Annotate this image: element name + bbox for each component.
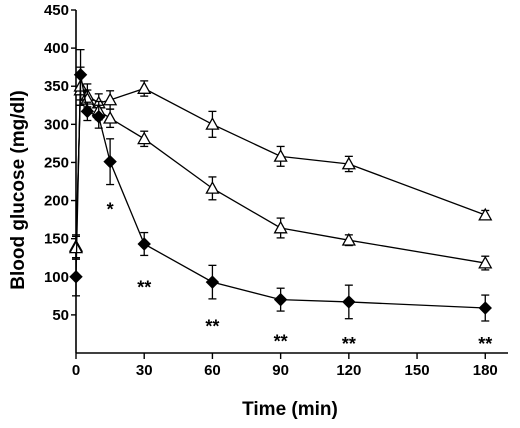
- data-point-triangle: [205, 116, 220, 130]
- significance-marker: **: [274, 332, 288, 352]
- data-point-diamond: [73, 68, 88, 82]
- data-point-diamond: [273, 292, 288, 307]
- y-tick-label: 350: [44, 78, 69, 95]
- y-tick-label: 100: [44, 269, 69, 286]
- data-point-diamond: [103, 154, 117, 169]
- data-point-diamond: [478, 301, 492, 315]
- x-tick-label: 30: [136, 362, 153, 379]
- significance-marker: *: [107, 200, 114, 220]
- data-point-triangle: [137, 131, 152, 145]
- x-tick-label: 90: [272, 362, 289, 379]
- significance-marker: **: [137, 277, 151, 297]
- series-line: [75, 74, 486, 309]
- axes: 50 100 150 200 250 300 350 400 450 0 30 60 90 120 150 1…: [44, 2, 508, 379]
- y-tick-label: 450: [44, 2, 69, 19]
- y-tick-label: 200: [44, 193, 69, 210]
- y-tick-label: 300: [44, 116, 69, 133]
- significance-marker: **: [342, 334, 356, 354]
- data-point-triangle: [341, 156, 356, 170]
- data-point-triangle: [103, 110, 118, 124]
- series-2: [68, 66, 493, 271]
- x-tick-label: 120: [336, 362, 361, 379]
- data-point-diamond: [69, 270, 83, 284]
- y-tick-label: 150: [44, 231, 69, 248]
- data-point-diamond: [205, 275, 220, 289]
- data-point-triangle: [273, 149, 288, 162]
- series-layer: [68, 48, 493, 322]
- data-point-diamond: [137, 237, 151, 251]
- data-point-triangle: [103, 92, 118, 106]
- series-3: [69, 48, 492, 322]
- data-point-diamond: [92, 110, 106, 124]
- data-point-triangle: [341, 232, 356, 246]
- data-point-triangle: [478, 255, 493, 269]
- y-tick-label: 400: [44, 40, 69, 57]
- data-point-triangle: [273, 220, 288, 234]
- data-point-triangle: [205, 181, 220, 194]
- data-point-diamond: [342, 295, 356, 309]
- y-tick-label: 250: [44, 154, 69, 171]
- x-tick-label: 0: [72, 362, 80, 379]
- x-tick-label: 150: [405, 362, 430, 379]
- x-axis-title: Time (min): [242, 399, 338, 420]
- x-tick-label: 180: [473, 362, 498, 379]
- significance-marker: **: [205, 316, 219, 336]
- data-point-triangle: [137, 81, 152, 94]
- significance-marker: **: [478, 334, 492, 354]
- data-point-diamond: [80, 104, 95, 119]
- annotation-layer: ******* ** **: [107, 200, 493, 354]
- data-point-triangle: [478, 207, 493, 221]
- x-tick-label: 60: [204, 362, 221, 379]
- y-axis-title: Blood glucose (mg/dl): [8, 90, 29, 290]
- y-tick-label: 50: [52, 307, 69, 324]
